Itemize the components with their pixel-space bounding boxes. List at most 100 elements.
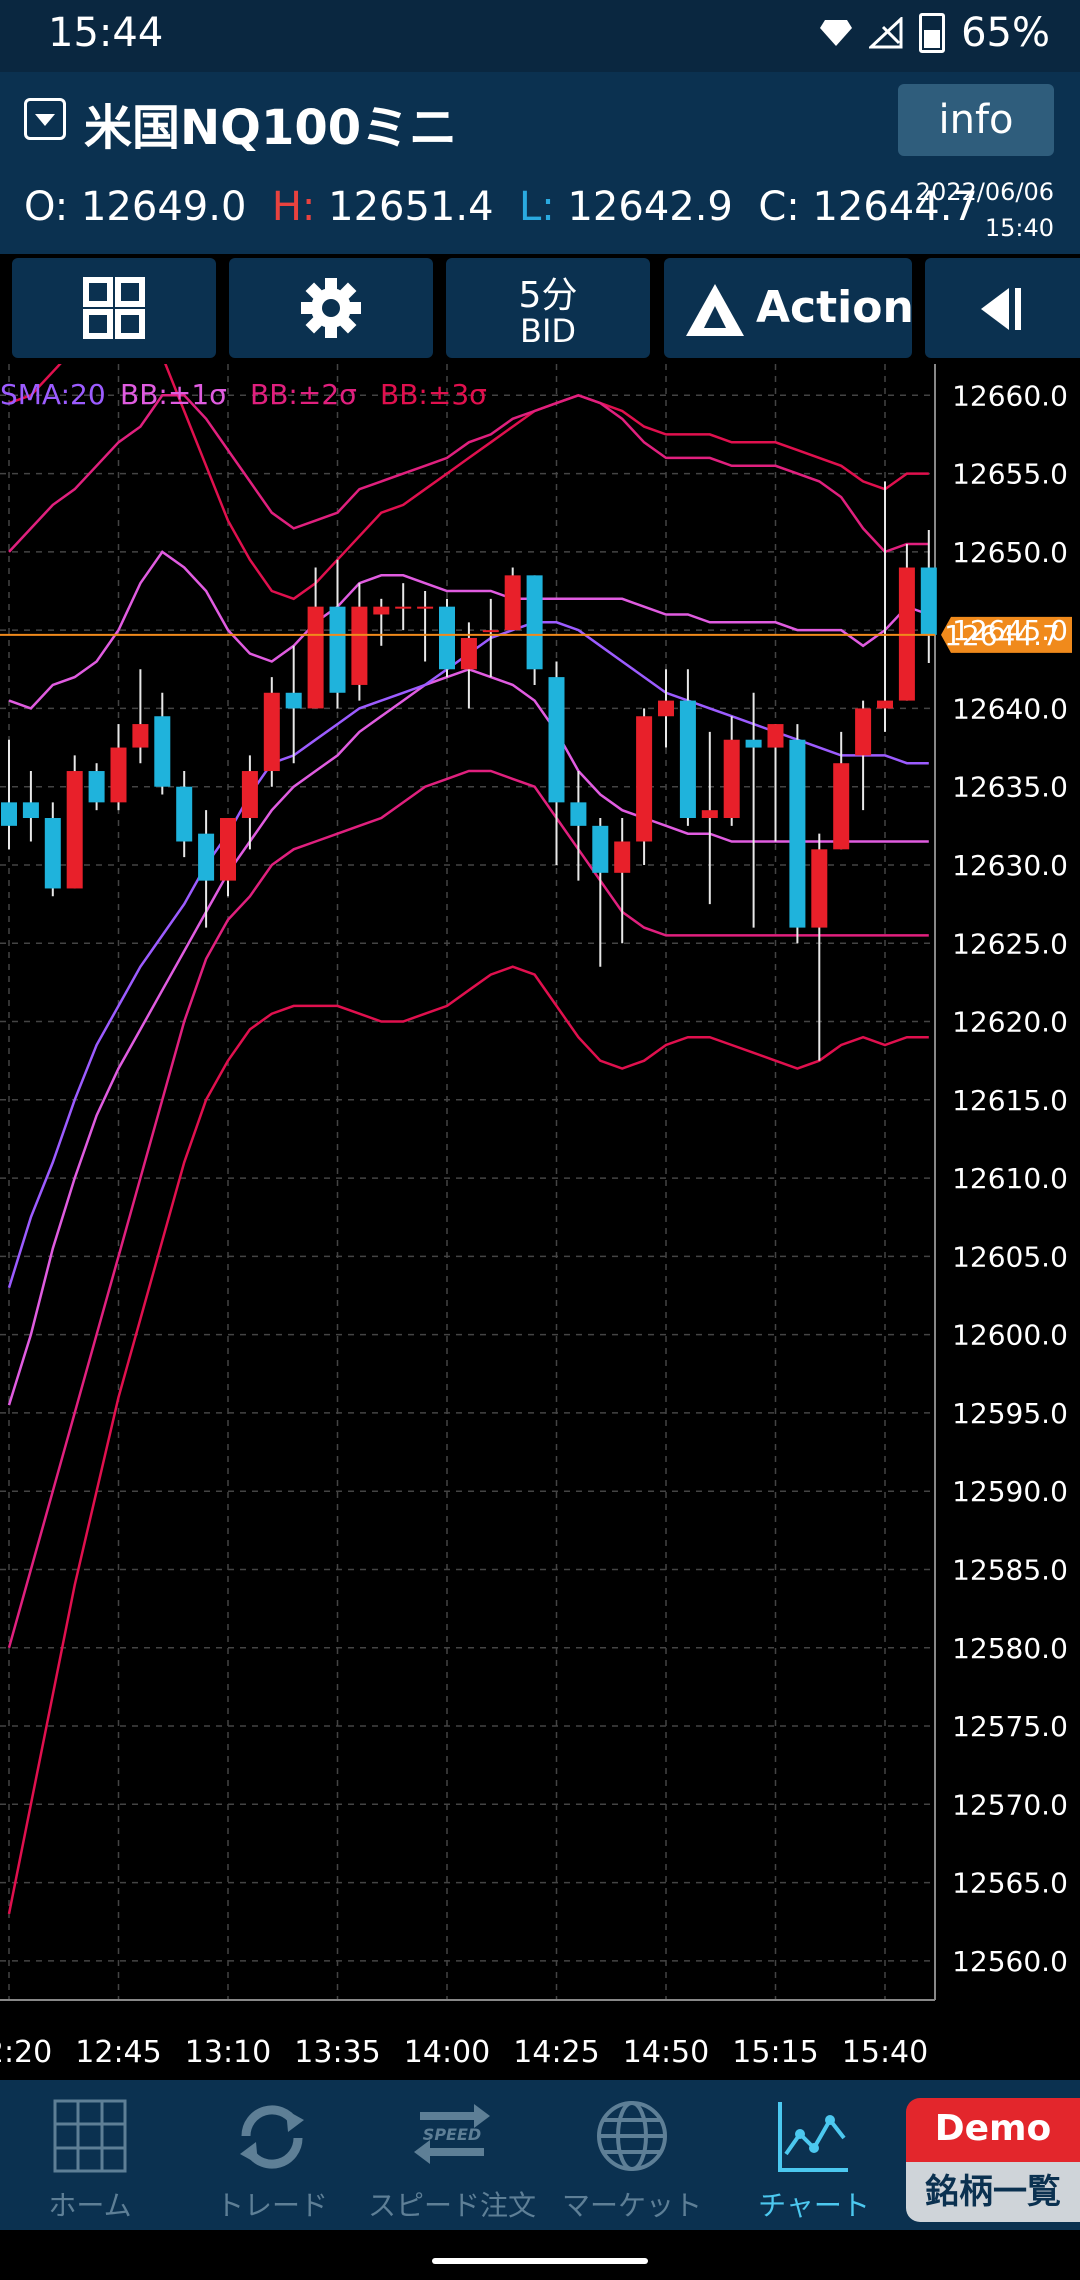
bb2-lower-line (7, 769, 929, 1649)
bb1-upper-line (8, 550, 930, 710)
nav-chart[interactable]: チャート (726, 2080, 902, 2230)
collapse-left-icon (981, 288, 1021, 330)
home-indicator[interactable] (432, 2258, 648, 2264)
bollinger-bands (7, 315, 930, 1915)
candle-body (198, 833, 215, 881)
y-tick-label: 12590.0 (952, 1475, 1068, 1508)
legend-item: BB:±1σ (120, 378, 227, 411)
demo-symbol-list-button[interactable]: Demo 銘柄一覧 (906, 2098, 1080, 2222)
bb2-upper-line (8, 393, 929, 554)
candle-body (44, 818, 61, 889)
candle-body (66, 771, 83, 889)
action-button[interactable]: Action (664, 258, 914, 358)
candle-body (439, 606, 455, 670)
nav-speed-order-label: スピード注文 (367, 2189, 536, 2222)
action-label: Action (756, 282, 914, 333)
current-price-label: 12644.7 (944, 619, 1060, 652)
home-grid-icon (53, 2099, 127, 2173)
low-label: L: (518, 184, 555, 230)
y-tick-label: 12605.0 (952, 1240, 1068, 1273)
dropdown-icon[interactable] (24, 98, 66, 140)
candle-body (920, 567, 937, 635)
collapse-button[interactable] (925, 258, 1080, 358)
nav-speed-order[interactable]: SPEED スピード注文 (364, 2080, 540, 2230)
x-tick-label: 13:35 (294, 2035, 380, 2070)
candle-body (570, 802, 587, 826)
candle-body (504, 575, 521, 631)
x-tick-label: 14:25 (513, 2035, 599, 2070)
candle-body (855, 708, 872, 756)
close-value: 12644.7 (812, 184, 978, 230)
low-value: 12642.9 (567, 184, 733, 230)
candle-body (877, 700, 893, 709)
timestamp-date: 2022/06/06 (915, 178, 1054, 206)
y-axis: 12660.0 12655.0 12650.0 12645.0 12640.0 12635… (952, 379, 1068, 1978)
candle-body (88, 771, 105, 803)
y-tick-label: 12630.0 (952, 849, 1068, 882)
legend-item: BB:±3σ (380, 378, 487, 411)
status-time: 15:44 (48, 10, 164, 56)
nav-home[interactable]: ホーム (2, 2080, 178, 2230)
candle-body (482, 630, 499, 633)
close-label: C: (758, 184, 800, 230)
interval-label: 5分 (518, 275, 578, 316)
refresh-arrows-icon (240, 2105, 304, 2169)
action-triangle-icon (686, 284, 744, 336)
candle-body (110, 747, 127, 803)
price-type-label: BID (519, 312, 577, 350)
candle-body (395, 606, 412, 609)
indicator-legend: SMA:20 BB:±1σ BB:±2σ BB:±3σ (0, 378, 487, 411)
x-tick-label: 15:40 (842, 2035, 928, 2070)
status-bar: 15:44 65% (0, 0, 1080, 72)
instrument-title[interactable]: 米国NQ100ミニ (84, 100, 458, 156)
sma20-line (7, 621, 929, 1289)
interval-button[interactable]: 5分 BID (446, 258, 650, 358)
y-tick-label: 12610.0 (952, 1162, 1068, 1195)
high-value: 12651.4 (328, 184, 494, 230)
y-tick-label: 12615.0 (952, 1084, 1068, 1117)
candle-body (373, 606, 390, 615)
vpn-icon (820, 20, 853, 46)
candle-body (176, 786, 193, 842)
chart-line-icon (778, 2102, 848, 2172)
bb3-lower-line (7, 965, 929, 1915)
nav-market[interactable]: マーケット (544, 2080, 720, 2230)
candle-body (154, 716, 171, 787)
y-tick-label: 12570.0 (952, 1788, 1068, 1821)
candle-body (767, 724, 784, 748)
info-button[interactable]: info (898, 84, 1054, 156)
chart-svg[interactable]: 12644.7 12660.0 12655.0 12650.0 12645.0 1264… (0, 315, 1080, 2080)
candle-body (460, 637, 477, 670)
price-chart[interactable]: 12644.7 12660.0 12655.0 12650.0 12645.0 1264… (0, 315, 1080, 2080)
candle-body (833, 763, 850, 850)
y-tick-label: 12620.0 (952, 1006, 1068, 1039)
x-tick-label: 12:20 (0, 2035, 52, 2070)
nav-trade-label: トレード (215, 2189, 328, 2222)
current-price-tag (941, 616, 1072, 653)
globe-icon (597, 2101, 667, 2171)
candle-body (811, 849, 828, 928)
candle-body (1, 802, 17, 826)
candle-body (417, 606, 434, 609)
timestamp-time: 15:40 (984, 214, 1054, 242)
battery-level: 65% (961, 10, 1050, 56)
y-tick-label: 12585.0 (952, 1553, 1068, 1586)
candle-body (723, 739, 740, 819)
candle-body (789, 739, 806, 928)
y-tick-label: 12640.0 (952, 692, 1068, 725)
y-tick-label: 12625.0 (952, 927, 1068, 960)
nav-trade[interactable]: トレード (184, 2080, 360, 2230)
candle-body (679, 700, 696, 819)
legend-item: BB:±2σ (250, 378, 357, 411)
layout-button[interactable] (12, 258, 216, 358)
y-tick-label: 12635.0 (952, 771, 1068, 804)
status-icons: 65% (819, 10, 1050, 56)
x-axis: 12:20 12:45 13:10 13:35 14:00 14:25 14:50 15:15… (0, 2035, 928, 2070)
chart-toolbar: 5分 BID Action (0, 254, 1080, 364)
settings-button[interactable] (229, 258, 433, 358)
open-value: 12649.0 (80, 184, 247, 230)
candle-body (285, 692, 302, 709)
y-tick-label: 12565.0 (952, 1867, 1068, 1900)
x-tick-label: 14:50 (623, 2035, 709, 2070)
candle-body (526, 575, 543, 670)
